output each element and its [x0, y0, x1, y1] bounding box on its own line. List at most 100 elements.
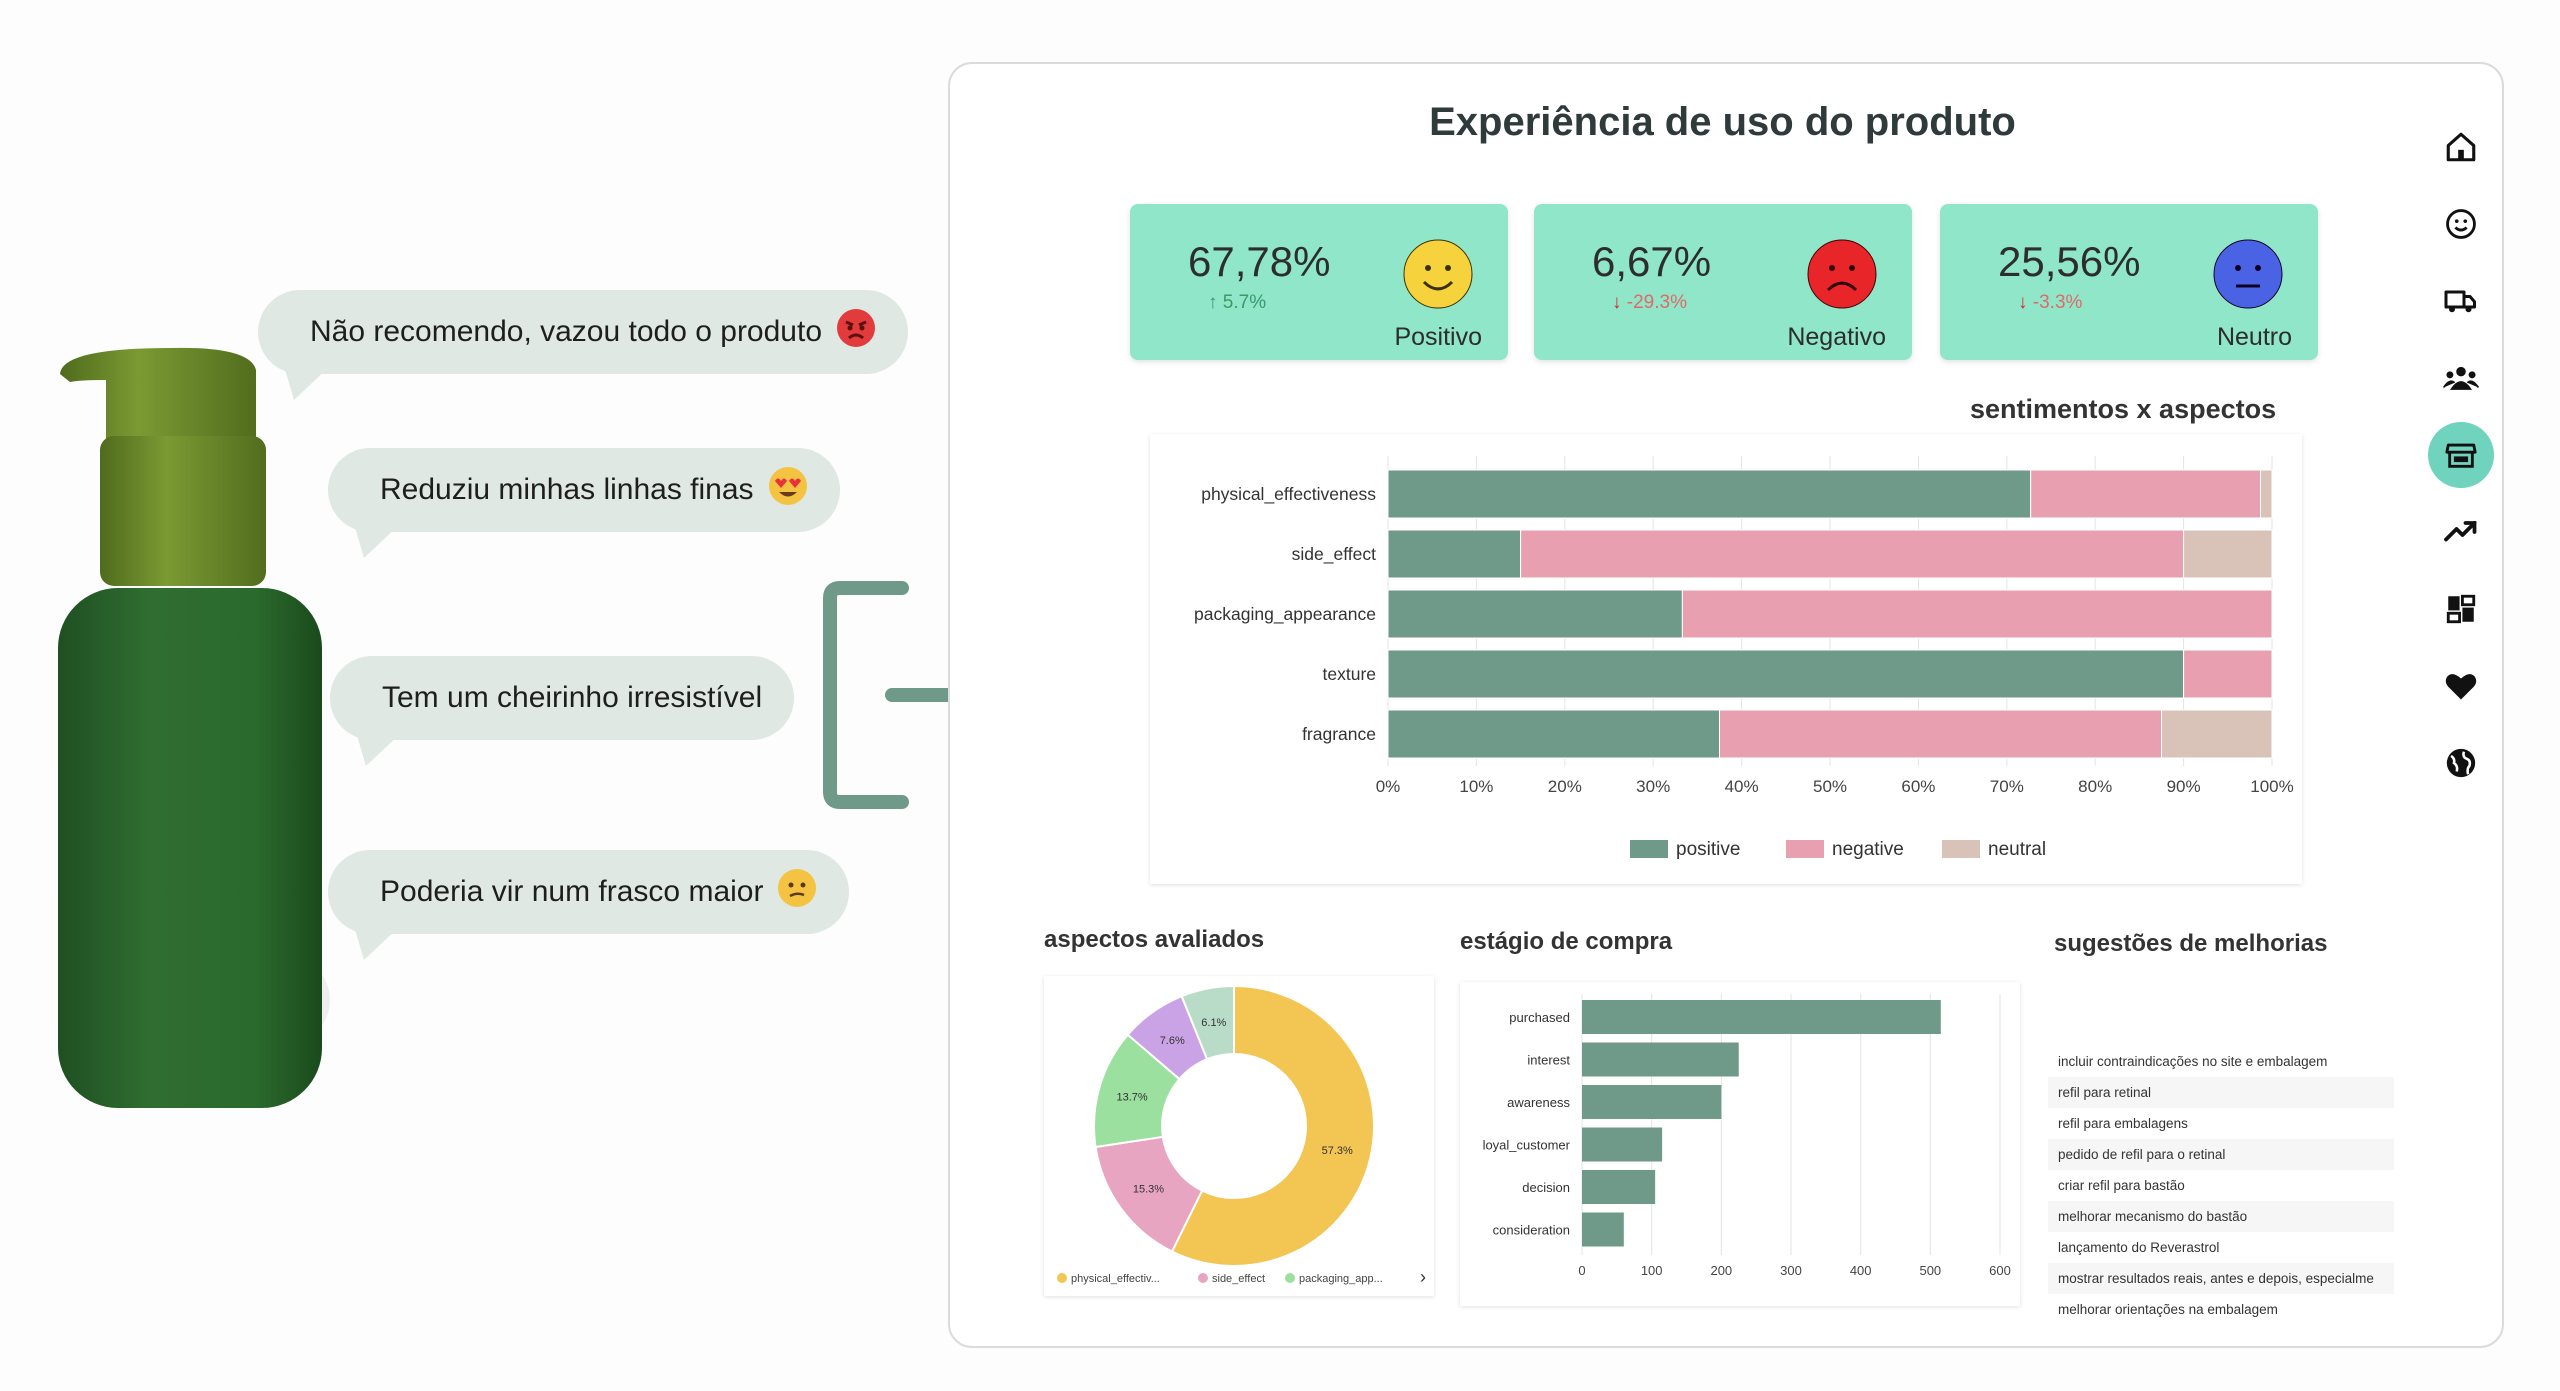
slice-value-label: 57.3% [1322, 1145, 1353, 1157]
x-tick-label: 300 [1780, 1263, 1802, 1278]
suggestion-item: refil para retinal [2048, 1077, 2394, 1108]
suggestion-item: mostrar resultados reais, antes e depois… [2048, 1263, 2394, 1294]
category-label: purchased [1509, 1010, 1570, 1025]
confused-face-icon [777, 868, 817, 916]
x-tick-label: 500 [1919, 1263, 1941, 1278]
purchase-stage-svg: 0 100 200 300 400 500 600 purchased interest awar… [1483, 994, 2011, 1278]
x-tick-label: 100% [2250, 777, 2293, 796]
bar [1582, 1212, 1624, 1247]
aspects-donut-chart: 57.3% 15.3% 13.7% 7.6% 6.1% physical_effectiv… [1044, 976, 1434, 1296]
dashboard-panel: Experiência de uso do produto 67,78% ↑ 5… [948, 62, 2504, 1348]
truck-icon[interactable] [2428, 268, 2494, 334]
category-label: texture [1323, 664, 1377, 684]
bar-positive [1387, 589, 1683, 639]
sidebar-nav [2428, 114, 2494, 807]
smile-icon[interactable] [2428, 191, 2494, 257]
people-icon[interactable] [2428, 345, 2494, 411]
bar [1582, 1170, 1656, 1204]
bar [1582, 1085, 1722, 1119]
kpi-value: 25,56% [1998, 238, 2141, 285]
sentiment-aspect-chart: 0% 10% 20% 30% 40% 50% 60% 70% 80% 90% 100% physica… [1150, 434, 2302, 884]
category-label: fragrance [1302, 724, 1376, 744]
arrow-down-icon: ↓ [2018, 292, 2028, 313]
legend-swatch [1285, 1273, 1295, 1283]
category-label: packaging_appearance [1194, 604, 1376, 625]
smiling-face-icon [1403, 239, 1473, 309]
x-tick-label: 0% [1376, 777, 1401, 796]
purchase-stage-chart: 0 100 200 300 400 500 600 purchased interest awar… [1460, 982, 2020, 1306]
suggestion-item: melhorar mecanismo do bastão [2048, 1201, 2394, 1232]
review-bubble-4: Poderia vir num frasco maior [328, 850, 850, 960]
category-label: side_effect [1292, 544, 1376, 565]
kpi-label: Negativo [1787, 323, 1886, 351]
review-bubble-2: Reduziu minhas linhas finas [328, 448, 840, 558]
x-tick-label: 20% [1548, 777, 1582, 796]
dashboard-icon[interactable] [2428, 576, 2494, 642]
bar-positive [1387, 469, 2032, 519]
kpi-value: 6,67% [1592, 238, 1712, 285]
bar-positive [1387, 709, 1720, 759]
globe-icon[interactable] [2428, 730, 2494, 796]
heart-icon[interactable] [2428, 653, 2494, 719]
slice-value-label: 6.1% [1201, 1017, 1226, 1029]
trending-up-icon[interactable] [2428, 499, 2494, 565]
category-label: awareness [1507, 1095, 1570, 1110]
home-icon[interactable] [2428, 114, 2494, 180]
category-label: loyal_customer [1483, 1138, 1571, 1153]
kpi-value: 67,78% [1188, 238, 1331, 285]
review-text: Poderia vir num frasco maior [380, 875, 764, 908]
review-text: Tem um cheirinho irresistível [382, 681, 763, 714]
legend-swatch [1786, 840, 1824, 858]
bar-negative [2183, 649, 2273, 699]
suggestion-item: lançamento do Reverastrol [2048, 1232, 2394, 1263]
review-text: Reduziu minhas linhas finas [380, 473, 754, 506]
suggestions-list: incluir contraindicações no site e embal… [2048, 976, 2394, 1325]
x-tick-label: 60% [1901, 777, 1935, 796]
x-tick-label: 80% [2078, 777, 2112, 796]
category-label: interest [1527, 1053, 1570, 1068]
donut-slice [1180, 984, 1235, 1061]
bar [1582, 1000, 1941, 1034]
heart-eyes-face-icon [768, 466, 808, 514]
suggestion-item: melhorar orientações na embalagem [2048, 1294, 2394, 1325]
suggestion-item: refil para embalagens [2048, 1108, 2394, 1139]
x-tick-label: 10% [1459, 777, 1493, 796]
bar-negative [1681, 589, 2273, 639]
x-tick-label: 40% [1725, 777, 1759, 796]
chevron-right-icon[interactable]: › [1420, 1267, 1426, 1287]
sentiment-chart-title: sentimentos x aspectos [1970, 394, 2277, 424]
legend-swatch [1057, 1273, 1067, 1283]
arrow-up-icon: ↑ [1208, 292, 1218, 313]
store-icon[interactable] [2428, 422, 2494, 488]
kpi-card-negative: 6,67% ↓ -29.3% Negativo [1534, 204, 1912, 360]
aspects-donut-svg: 57.3% 15.3% 13.7% 7.6% 6.1% physical_effectiv… [1057, 984, 1383, 1285]
suggestion-item: incluir contraindicações no site e embal… [2048, 1046, 2394, 1077]
sentiment-aspect-svg: 0% 10% 20% 30% 40% 50% 60% 70% 80% 90% 100% physica… [1194, 456, 2294, 860]
kpi-delta: ↓ -29.3% [1612, 292, 1687, 314]
category-label: decision [1522, 1180, 1570, 1195]
donut-slice [1170, 984, 1375, 1267]
donut-chart-title: aspectos avaliados [1044, 926, 1265, 953]
review-bubble-3: Tem um cheirinho irresistível [330, 656, 795, 766]
legend-swatch [1942, 840, 1980, 858]
kpi-delta-value: 5.7% [1222, 292, 1267, 313]
kpi-label: Neutro [2216, 323, 2292, 351]
kpi-card-neutral: 25,56% ↓ -3.3% Neutro [1940, 204, 2318, 360]
legend-swatch [1198, 1273, 1208, 1283]
legend-label: side_effect [1212, 1273, 1265, 1285]
page-title: Experiência de uso do produto [1429, 100, 2016, 144]
x-tick-label: 400 [1850, 1263, 1872, 1278]
review-bubble-1: Não recomendo, vazou todo o produto [258, 290, 909, 400]
x-tick-label: 100 [1641, 1263, 1663, 1278]
bar-negative [2030, 469, 2262, 519]
bar-negative [1520, 529, 2185, 579]
x-tick-label: 0 [1578, 1263, 1585, 1278]
slice-value-label: 13.7% [1117, 1092, 1148, 1104]
suggestion-item: criar refil para bastão [2048, 1170, 2394, 1201]
arrow-down-icon: ↓ [1612, 292, 1622, 313]
x-tick-label: 50% [1813, 777, 1847, 796]
x-tick-label: 200 [1710, 1263, 1732, 1278]
legend-label: physical_effectiv... [1071, 1273, 1160, 1285]
kpi-delta: ↓ -3.3% [2018, 292, 2082, 314]
product-bottle-image [58, 347, 330, 1108]
